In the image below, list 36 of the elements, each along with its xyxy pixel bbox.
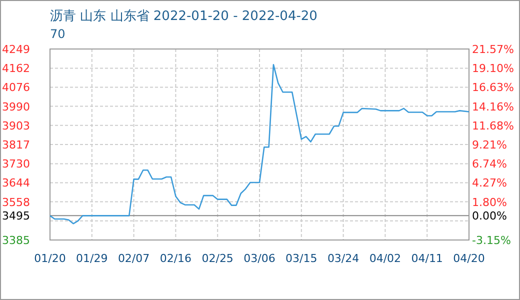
y2-tick-label: 9.21% bbox=[472, 138, 507, 152]
line-series bbox=[49, 64, 470, 224]
y-tick-label: 4249 bbox=[2, 43, 30, 56]
chart-title: 沥青 山东 山东省 2022-01-20 - 2022-04-20 bbox=[50, 9, 318, 24]
y-tick-label: 3730 bbox=[2, 158, 30, 171]
x-tick-label: 03/15 bbox=[286, 252, 318, 265]
x-tick-label: 02/25 bbox=[202, 252, 234, 265]
y-tick-label: 4076 bbox=[2, 81, 30, 94]
y2-tick-label: 14.16% bbox=[472, 100, 514, 114]
x-tick-label: 02/16 bbox=[160, 252, 192, 265]
y2-tick-label: 19.10% bbox=[472, 62, 514, 76]
y2-tick-label: 6.74% bbox=[472, 158, 507, 171]
x-tick-label: 04/11 bbox=[411, 252, 443, 265]
y-tick-label: 3903 bbox=[2, 119, 30, 132]
y-tick-label: 4162 bbox=[2, 62, 30, 76]
y-tick-label: 3495 bbox=[2, 210, 30, 223]
y2-tick-label: 16.63% bbox=[472, 81, 514, 94]
y2-tick-label: 11.68% bbox=[472, 119, 514, 132]
x-tick-label: 01/29 bbox=[76, 252, 108, 265]
y-tick-label: 3558 bbox=[2, 196, 30, 209]
x-tick-label: 04/20 bbox=[453, 252, 485, 265]
y-tick-label: 3385 bbox=[2, 234, 30, 247]
x-tick-label: 02/07 bbox=[118, 252, 150, 265]
y-tick-label: 3644 bbox=[2, 176, 30, 190]
y2-tick-label: 1.80% bbox=[472, 196, 507, 209]
y2-tick-label: 21.57% bbox=[472, 43, 514, 56]
x-tick-label: 01/20 bbox=[34, 252, 66, 265]
y2-tick-label: 0.00% bbox=[472, 210, 507, 223]
x-tick-label: 04/02 bbox=[369, 252, 402, 265]
chart-subtitle: 70 bbox=[50, 27, 66, 41]
y-tick-label: 3990 bbox=[2, 100, 30, 114]
x-tick-label: 03/24 bbox=[327, 252, 360, 265]
y-tick-label: 3817 bbox=[2, 138, 30, 152]
y2-tick-label: -3.15% bbox=[472, 234, 511, 247]
y2-tick-label: 4.27% bbox=[472, 176, 507, 190]
x-tick-label: 03/06 bbox=[244, 252, 276, 265]
